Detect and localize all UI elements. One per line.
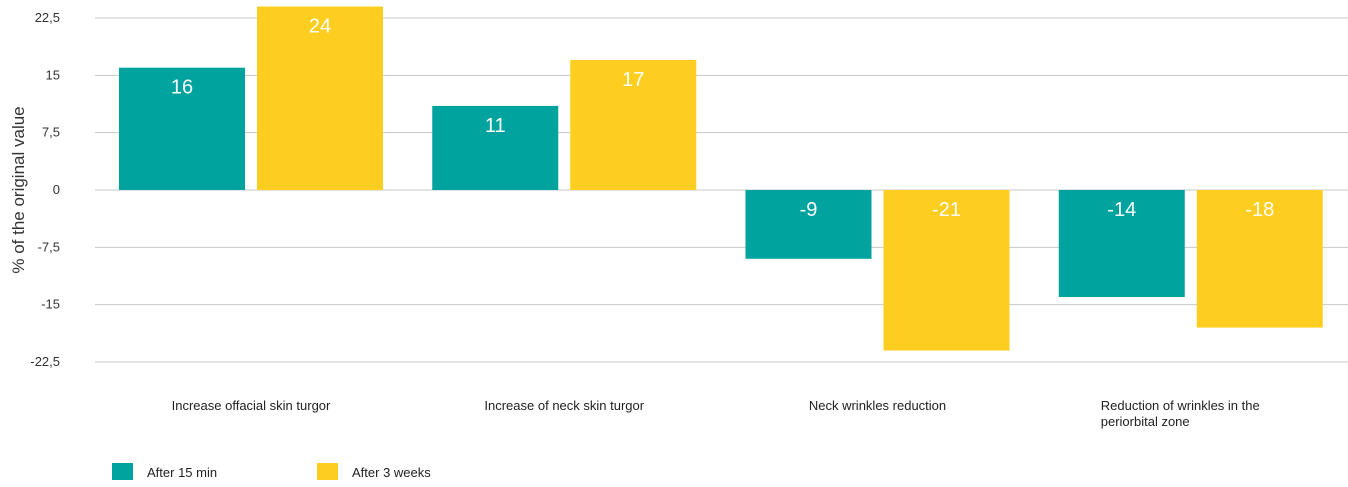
- y-tick-label: 15: [46, 67, 60, 82]
- legend-swatch: [112, 463, 133, 480]
- legend-swatch: [317, 463, 338, 480]
- legend-label: After 3 weeks: [352, 465, 431, 480]
- y-axis-label: % of the original value: [9, 106, 28, 273]
- x-tick-label: Reduction of wrinkles in the: [1101, 398, 1260, 413]
- bar: [1058, 190, 1185, 298]
- y-tick-label: -15: [41, 297, 60, 312]
- y-tick-label: 0: [53, 182, 60, 197]
- y-tick-label: -22,5: [30, 354, 60, 369]
- x-tick-label: Increase offacial skin turgor: [172, 398, 331, 413]
- category-labels: Increase offacial skin turgor Increase of…: [172, 398, 1260, 429]
- bar: [257, 6, 383, 190]
- data-label: -9: [800, 199, 818, 221]
- y-tick-label: 22,5: [35, 10, 60, 25]
- data-label: 17: [622, 69, 644, 91]
- legend-item: After 3 weeks: [317, 463, 431, 480]
- legend: After 15 min After 3 weeks: [112, 463, 431, 480]
- data-label: 11: [485, 115, 506, 137]
- bar: [570, 60, 697, 190]
- data-label: -18: [1245, 199, 1274, 221]
- bar: [1196, 190, 1323, 328]
- bar: [119, 67, 245, 190]
- data-label: -14: [1107, 199, 1136, 221]
- y-tick-label: 7,5: [42, 125, 60, 140]
- data-label: 16: [171, 77, 193, 99]
- y-tick-label: -7,5: [38, 239, 60, 254]
- x-tick-label: Neck wrinkles reduction: [809, 398, 946, 413]
- bars: [119, 6, 1323, 351]
- data-label: 24: [309, 16, 331, 38]
- data-label: -21: [932, 199, 961, 221]
- x-tick-label: periorbital zone: [1101, 414, 1190, 429]
- bar: [745, 190, 872, 259]
- bar: [883, 190, 1010, 351]
- y-axis-ticks: 22,5 15 7,5 0 -7,5 -15 -22,5: [30, 10, 60, 369]
- value-labels: 16 24 11 17 -9 -21 -14 -18: [171, 16, 1274, 221]
- legend-item: After 15 min: [112, 463, 217, 480]
- legend-label: After 15 min: [147, 465, 217, 480]
- x-tick-label: Increase of neck skin turgor: [484, 398, 644, 413]
- bar: [432, 105, 559, 190]
